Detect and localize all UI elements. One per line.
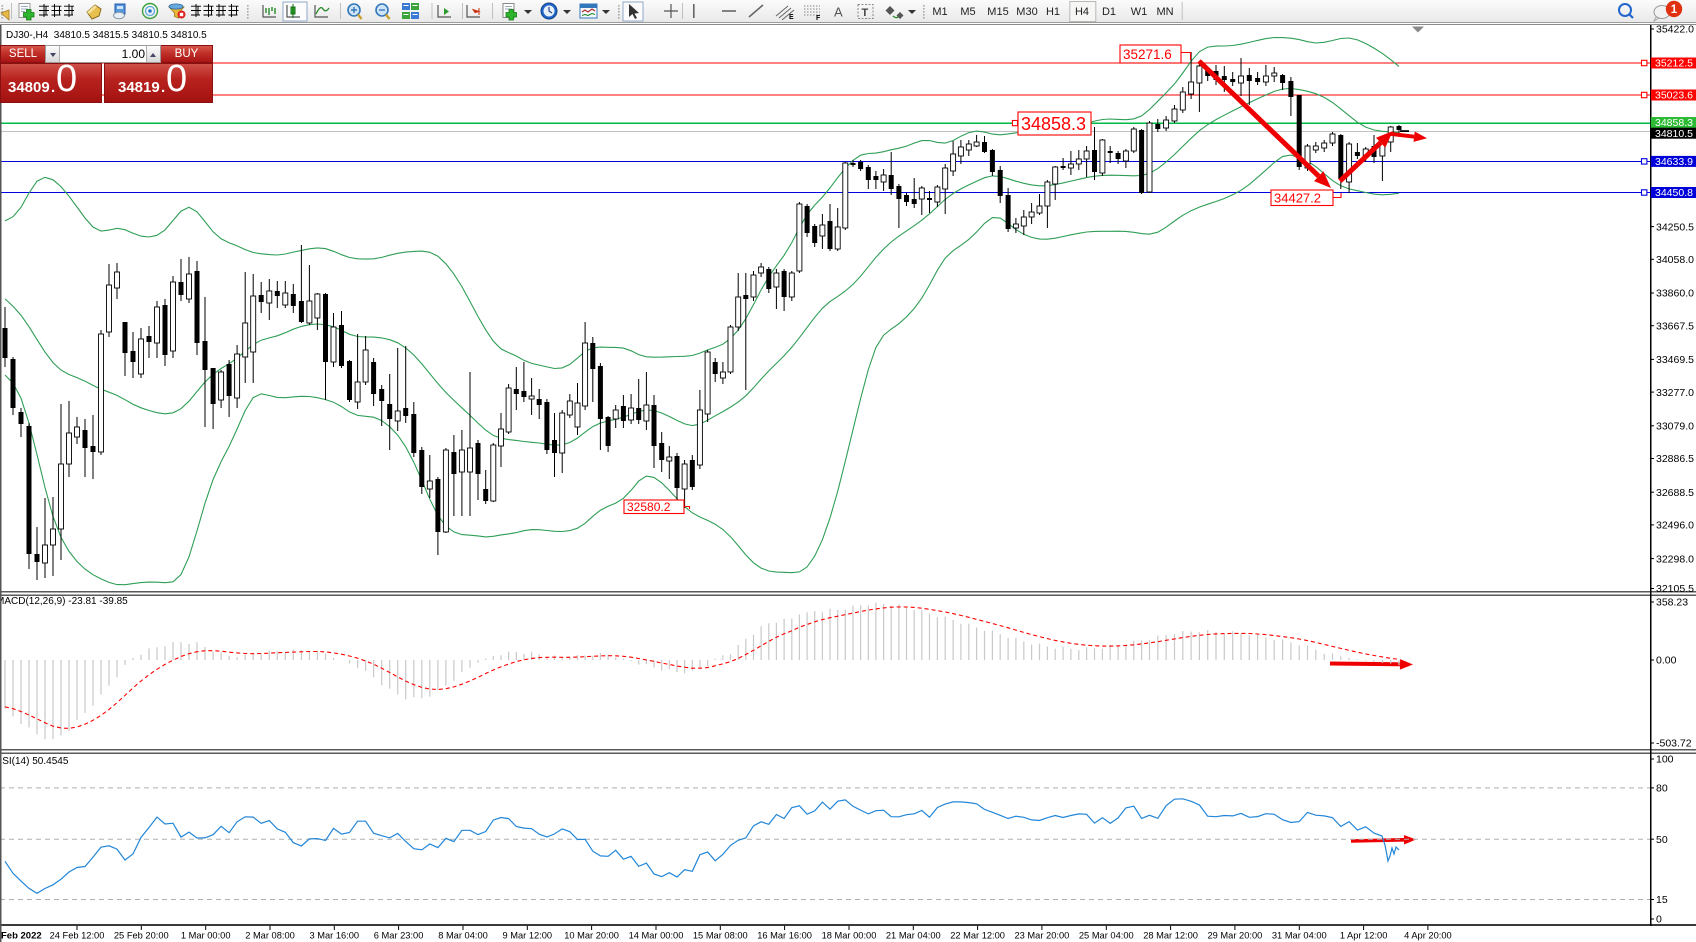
- svg-text:32105.5: 32105.5: [1656, 583, 1694, 595]
- svg-text:-503.72: -503.72: [1656, 738, 1692, 750]
- svg-text:24 Feb 12:00: 24 Feb 12:00: [50, 931, 105, 941]
- svg-text:F: F: [816, 15, 821, 22]
- svg-text:32496.0: 32496.0: [1656, 520, 1694, 532]
- svg-text:W1: W1: [1131, 6, 1148, 18]
- svg-text:28 Mar 12:00: 28 Mar 12:00: [1143, 931, 1198, 941]
- svg-text:Feb 2022: Feb 2022: [1, 931, 42, 942]
- svg-text:80: 80: [1656, 783, 1668, 795]
- svg-text:34810.5: 34810.5: [1655, 128, 1693, 140]
- svg-text:34450.8: 34450.8: [1655, 187, 1693, 199]
- svg-text:15 Mar 08:00: 15 Mar 08:00: [693, 931, 748, 941]
- svg-text:33667.5: 33667.5: [1656, 320, 1694, 332]
- svg-text:33079.0: 33079.0: [1656, 421, 1694, 433]
- svg-text:34427.2: 34427.2: [1274, 190, 1321, 205]
- svg-text:H4: H4: [1075, 6, 1089, 18]
- svg-text:H1: H1: [1046, 6, 1060, 18]
- svg-text:10 Mar 20:00: 10 Mar 20:00: [564, 931, 619, 941]
- svg-text:1 Apr 12:00: 1 Apr 12:00: [1340, 931, 1388, 941]
- svg-text:3 Mar 16:00: 3 Mar 16:00: [309, 931, 359, 941]
- svg-text:0.00: 0.00: [1656, 655, 1677, 667]
- svg-text:15: 15: [1656, 894, 1668, 906]
- svg-text:21 Mar 04:00: 21 Mar 04:00: [886, 931, 941, 941]
- svg-text:1 Mar 00:00: 1 Mar 00:00: [181, 931, 231, 941]
- svg-text:34858.3: 34858.3: [1021, 114, 1086, 134]
- svg-text:14 Mar 00:00: 14 Mar 00:00: [629, 931, 684, 941]
- svg-text:35023.6: 35023.6: [1655, 90, 1693, 102]
- svg-text:34250.5: 34250.5: [1656, 221, 1694, 233]
- svg-text:RSI(14) 50.4545: RSI(14) 50.4545: [0, 756, 69, 767]
- svg-text:34058.0: 34058.0: [1656, 254, 1694, 266]
- svg-text:M30: M30: [1016, 6, 1037, 18]
- svg-text:29 Mar 20:00: 29 Mar 20:00: [1208, 931, 1263, 941]
- svg-text:MN: MN: [1156, 6, 1173, 18]
- svg-text:9 Mar 12:00: 9 Mar 12:00: [502, 931, 552, 941]
- svg-text:33277.0: 33277.0: [1656, 387, 1694, 399]
- svg-text:MACD(12,26,9) -23.81 -39.85: MACD(12,26,9) -23.81 -39.85: [0, 596, 128, 607]
- svg-text:E: E: [789, 14, 794, 21]
- svg-text:32580.2: 32580.2: [627, 500, 671, 514]
- svg-text:32688.5: 32688.5: [1656, 487, 1694, 499]
- svg-text:33469.5: 33469.5: [1656, 354, 1694, 366]
- svg-text:M1: M1: [932, 6, 947, 18]
- svg-text:32298.0: 32298.0: [1656, 553, 1694, 565]
- svg-text:35422.0: 35422.0: [1656, 24, 1694, 36]
- svg-text:34858.3: 34858.3: [1655, 117, 1693, 129]
- svg-text:100: 100: [1656, 754, 1674, 766]
- svg-text:32886.5: 32886.5: [1656, 453, 1694, 465]
- svg-text:23 Mar 20:00: 23 Mar 20:00: [1015, 931, 1070, 941]
- svg-text:2 Mar 08:00: 2 Mar 08:00: [245, 931, 295, 941]
- svg-text:M15: M15: [987, 6, 1008, 18]
- svg-text:D1: D1: [1102, 6, 1116, 18]
- svg-text:0: 0: [1656, 914, 1662, 926]
- svg-text:35212.5: 35212.5: [1655, 58, 1693, 70]
- svg-text:8 Mar 04:00: 8 Mar 04:00: [438, 931, 488, 941]
- svg-text:M5: M5: [960, 6, 975, 18]
- svg-text:25 Mar 04:00: 25 Mar 04:00: [1079, 931, 1134, 941]
- svg-text:16 Mar 16:00: 16 Mar 16:00: [757, 931, 812, 941]
- svg-text:50: 50: [1656, 834, 1668, 846]
- svg-text:34633.9: 34633.9: [1655, 156, 1693, 168]
- svg-text:33860.0: 33860.0: [1656, 288, 1694, 300]
- svg-text:35271.6: 35271.6: [1123, 47, 1172, 62]
- svg-text:25 Feb 20:00: 25 Feb 20:00: [114, 931, 169, 941]
- svg-text:18 Mar 00:00: 18 Mar 00:00: [822, 931, 877, 941]
- svg-text:DJ30-,H4 34810.5 34815.5 3481: DJ30-,H4 34810.5 34815.5 34810.5 34810.5: [6, 30, 207, 41]
- svg-text:1: 1: [1671, 4, 1678, 16]
- svg-text:358.23: 358.23: [1656, 597, 1688, 609]
- svg-text:A: A: [834, 5, 843, 20]
- svg-text:6 Mar 23:00: 6 Mar 23:00: [374, 931, 424, 941]
- svg-text:T: T: [862, 7, 869, 19]
- svg-text:4 Apr 20:00: 4 Apr 20:00: [1404, 931, 1452, 941]
- svg-text:22 Mar 12:00: 22 Mar 12:00: [950, 931, 1005, 941]
- svg-text:31 Mar 04:00: 31 Mar 04:00: [1272, 931, 1327, 941]
